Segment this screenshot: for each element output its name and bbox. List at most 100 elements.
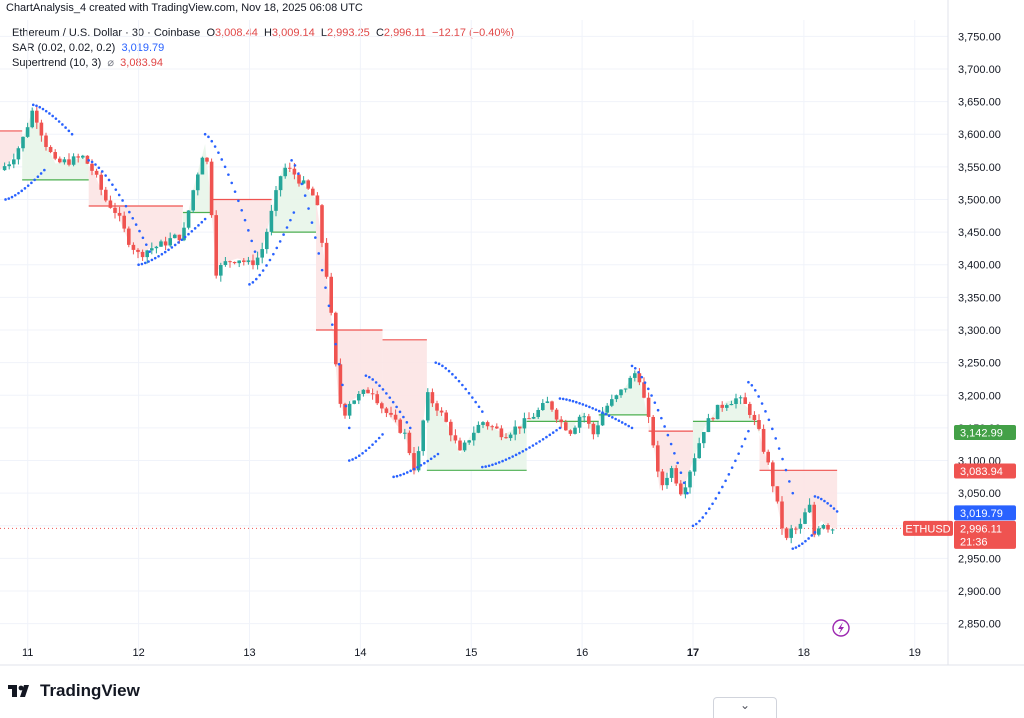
sar-dot — [292, 211, 296, 214]
price-axis[interactable]: 3,750.00 3,700.00 3,650.00 3,600.00 3,550.00… — [947, 0, 1024, 665]
candle-body — [140, 251, 145, 258]
sar-dot — [474, 400, 477, 404]
sar-dot — [278, 240, 282, 243]
sar-dot — [436, 452, 440, 456]
candle-body — [274, 190, 278, 211]
candle-body — [398, 419, 402, 433]
sar-dot — [511, 455, 514, 458]
supertrend-band — [382, 339, 427, 474]
candle-body — [711, 418, 715, 420]
low-label: L — [320, 27, 327, 39]
candle-body — [237, 260, 241, 264]
sar-dot — [367, 446, 371, 450]
y-tick-label: 2,900.00 — [958, 586, 1001, 598]
sar-dot — [64, 126, 67, 129]
candle-body — [472, 432, 476, 441]
sar-dot — [148, 250, 151, 253]
candle-body — [246, 260, 251, 262]
sar-dot — [691, 524, 695, 528]
sar-dot — [666, 433, 670, 437]
candle-body — [311, 188, 315, 196]
chart-grid — [0, 20, 948, 660]
sar-dots — [4, 103, 839, 550]
candle-body — [334, 312, 338, 365]
price-badge-label: 3,083.94 — [960, 466, 1003, 478]
sar-dot — [531, 444, 535, 447]
candle-body — [219, 265, 223, 276]
sar-dot — [437, 362, 441, 366]
x-tick-label: 18 — [798, 647, 810, 659]
tradingview-brand[interactable]: TradingView — [8, 681, 140, 701]
sar-dot — [341, 383, 344, 387]
supertrend-row[interactable]: Supertrend (10, 3) ⌀ 3,083.94 — [12, 56, 514, 71]
sar-dot — [611, 416, 614, 419]
sar-dot — [67, 129, 71, 133]
candle-body — [527, 418, 531, 420]
candle-body — [380, 403, 384, 409]
candle-body — [186, 210, 191, 228]
time-axis[interactable]: 11 12 13 14 15 16 17 18 19 — [0, 647, 1024, 666]
sar-dot — [578, 401, 581, 405]
candle-body — [573, 427, 577, 434]
symbol-badge — [903, 520, 953, 536]
candle-body — [807, 504, 812, 513]
sar-dot — [429, 457, 433, 461]
sar-dot — [829, 504, 833, 508]
sar-dot — [788, 480, 791, 483]
sar-dot — [620, 421, 624, 424]
sar-dot — [247, 229, 250, 232]
lightning-icon[interactable] — [832, 619, 850, 637]
sar-dot — [477, 405, 481, 409]
sar-dot — [203, 217, 207, 221]
sar-dot — [364, 374, 368, 377]
sar-dot — [398, 410, 402, 414]
candle-body — [568, 430, 573, 434]
sar-dot — [87, 159, 91, 162]
candle-body — [637, 373, 642, 383]
candle-body — [665, 477, 669, 486]
candle-body — [85, 155, 90, 164]
collapse-tab[interactable]: ⌄ — [713, 697, 777, 718]
candle-body — [485, 422, 490, 427]
sar-dot — [409, 469, 412, 473]
sar-row[interactable]: SAR (0.02, 0.02, 0.2) 3,019.79 — [12, 41, 514, 56]
sar-dot — [38, 105, 42, 109]
candle-body — [642, 382, 646, 398]
sar-dot — [433, 455, 436, 458]
candle-body — [435, 403, 439, 411]
sar-dot — [233, 190, 237, 193]
candle-body — [702, 432, 706, 444]
sar-dot — [607, 414, 611, 418]
sar-dot — [727, 473, 731, 476]
sar-dot — [813, 531, 817, 534]
sar-dot — [405, 421, 409, 424]
sar-dot — [4, 198, 7, 201]
candle-body — [159, 241, 163, 247]
sar-dot — [461, 383, 464, 387]
sar-dot — [441, 364, 444, 368]
candle-body — [766, 451, 770, 463]
sar-dot — [361, 451, 364, 455]
x-tick-label: 14 — [354, 647, 366, 659]
sar-dot — [454, 376, 458, 379]
sar-dot — [791, 491, 795, 495]
sar-dot — [20, 189, 24, 193]
candle-body — [329, 276, 333, 313]
sar-dot — [282, 233, 285, 236]
sar-dot — [832, 507, 836, 510]
sar-dot — [197, 224, 200, 227]
sar-dot — [575, 400, 578, 404]
candle-body — [679, 483, 683, 495]
sar-dot — [813, 495, 817, 498]
sar-dot — [777, 447, 781, 450]
price-badge — [954, 520, 1016, 549]
candle-body — [619, 389, 623, 396]
sar-dot — [374, 381, 378, 384]
y-tick-label: 3,750.00 — [958, 31, 1001, 43]
candle-body — [90, 163, 94, 171]
candle-body — [587, 416, 591, 424]
sar-dot — [147, 260, 150, 263]
candle-body — [683, 487, 688, 495]
candle-body — [375, 394, 379, 404]
